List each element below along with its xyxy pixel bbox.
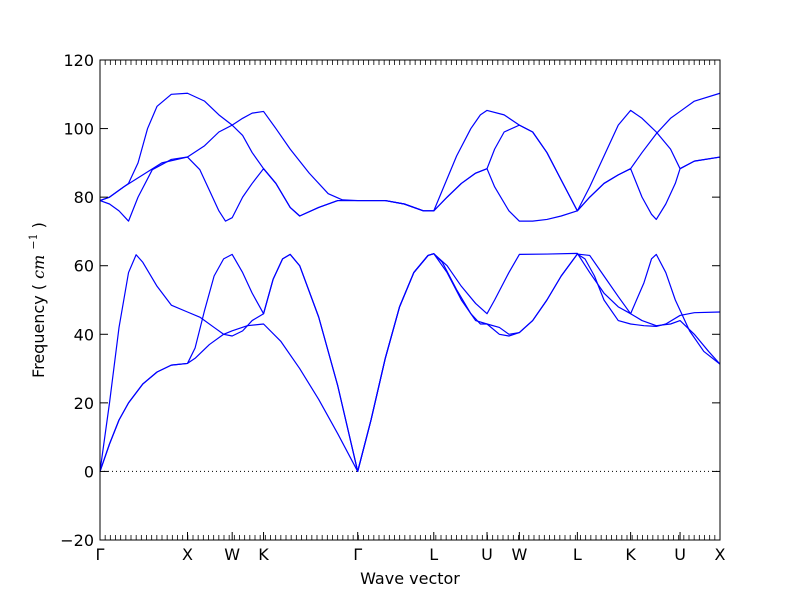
phonon-branch-4 bbox=[99, 156, 721, 222]
y-tick-label: 20 bbox=[74, 394, 94, 413]
x-tick-label: W bbox=[224, 545, 240, 564]
x-tick-label: K bbox=[625, 545, 636, 564]
x-tick-label: Γ bbox=[353, 545, 362, 564]
y-tick-label: 120 bbox=[63, 51, 94, 70]
phonon-branch-2 bbox=[99, 253, 721, 473]
y-tick-label: 80 bbox=[74, 188, 94, 207]
y-tick-label: 40 bbox=[74, 325, 94, 344]
x-tick-label: X bbox=[182, 545, 193, 564]
y-axis-label-paren-open: ( bbox=[29, 284, 48, 290]
x-tick-label: K bbox=[258, 545, 269, 564]
phonon-branch-1 bbox=[99, 252, 721, 473]
x-tick-label: L bbox=[573, 545, 582, 564]
x-tick-label: U bbox=[481, 545, 493, 564]
x-tick-label: X bbox=[715, 545, 726, 564]
y-tick-label: 0 bbox=[84, 462, 94, 481]
x-tick-label: Γ bbox=[96, 545, 105, 564]
phonon-branch-6 bbox=[99, 92, 721, 212]
x-axis-label: Wave vector bbox=[360, 569, 460, 588]
x-tick-label: L bbox=[429, 545, 438, 564]
y-axis-unit-exponent: −1 bbox=[27, 233, 40, 249]
x-tick-label: W bbox=[511, 545, 527, 564]
y-tick-labels: −20 0 20 40 60 80 100 120 bbox=[60, 51, 94, 550]
tick-marks bbox=[99, 59, 721, 541]
y-axis-label-paren-close: ) bbox=[29, 222, 48, 228]
y-axis-label-text: Frequency bbox=[29, 295, 48, 378]
x-tick-label: U bbox=[674, 545, 686, 564]
y-tick-label: −20 bbox=[60, 531, 94, 550]
phonon-branch-3 bbox=[99, 253, 721, 473]
y-axis-label: Frequency ( cm −1 ) bbox=[22, 222, 48, 378]
y-tick-label: 100 bbox=[63, 120, 94, 139]
y-axis-unit: cm bbox=[29, 255, 48, 279]
phonon-branch-5 bbox=[99, 92, 721, 217]
series-group bbox=[99, 92, 721, 473]
y-tick-label: 60 bbox=[74, 257, 94, 276]
plot-frame bbox=[99, 59, 721, 541]
